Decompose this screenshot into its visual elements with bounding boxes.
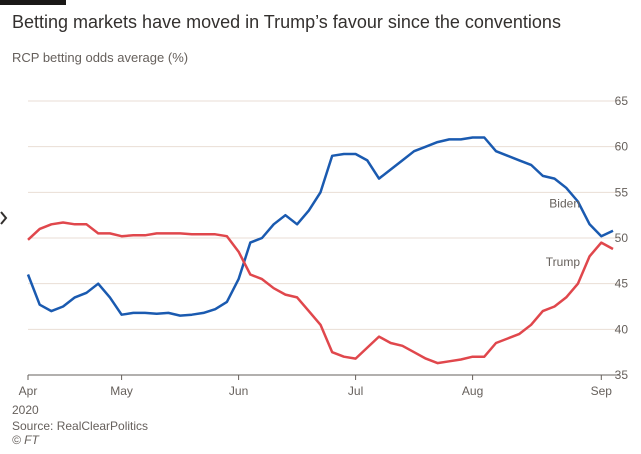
chart-subtitle: RCP betting odds average (%) bbox=[12, 50, 188, 65]
y-tick-label: 40 bbox=[615, 322, 629, 336]
x-tick-label: Aug bbox=[462, 384, 483, 398]
y-tick-label: 60 bbox=[615, 140, 629, 154]
x-tick-label: May bbox=[110, 384, 133, 398]
series-label: Trump bbox=[546, 255, 581, 269]
nav-arrow bbox=[0, 211, 8, 225]
credit: © FT bbox=[12, 433, 41, 447]
x-tick-label: Jun bbox=[229, 384, 248, 398]
brand-bar bbox=[0, 0, 66, 5]
y-tick-label: 35 bbox=[615, 368, 629, 382]
x-tick-label: Sep bbox=[591, 384, 613, 398]
series-line bbox=[27, 221, 614, 365]
y-tick-label: 65 bbox=[615, 94, 629, 108]
x-year-label: 2020 bbox=[12, 403, 39, 417]
x-tick-label: Jul bbox=[348, 384, 363, 398]
y-tick-label: 45 bbox=[615, 277, 629, 291]
x-tick-label: Apr bbox=[19, 384, 38, 398]
y-tick-label: 55 bbox=[615, 185, 629, 199]
y-tick-label: 50 bbox=[615, 231, 629, 245]
chart-title: Betting markets have moved in Trump’s fa… bbox=[12, 12, 561, 32]
series-label: Biden bbox=[549, 197, 580, 211]
source: Source: RealClearPolitics bbox=[12, 419, 148, 433]
series-line bbox=[26, 136, 614, 317]
